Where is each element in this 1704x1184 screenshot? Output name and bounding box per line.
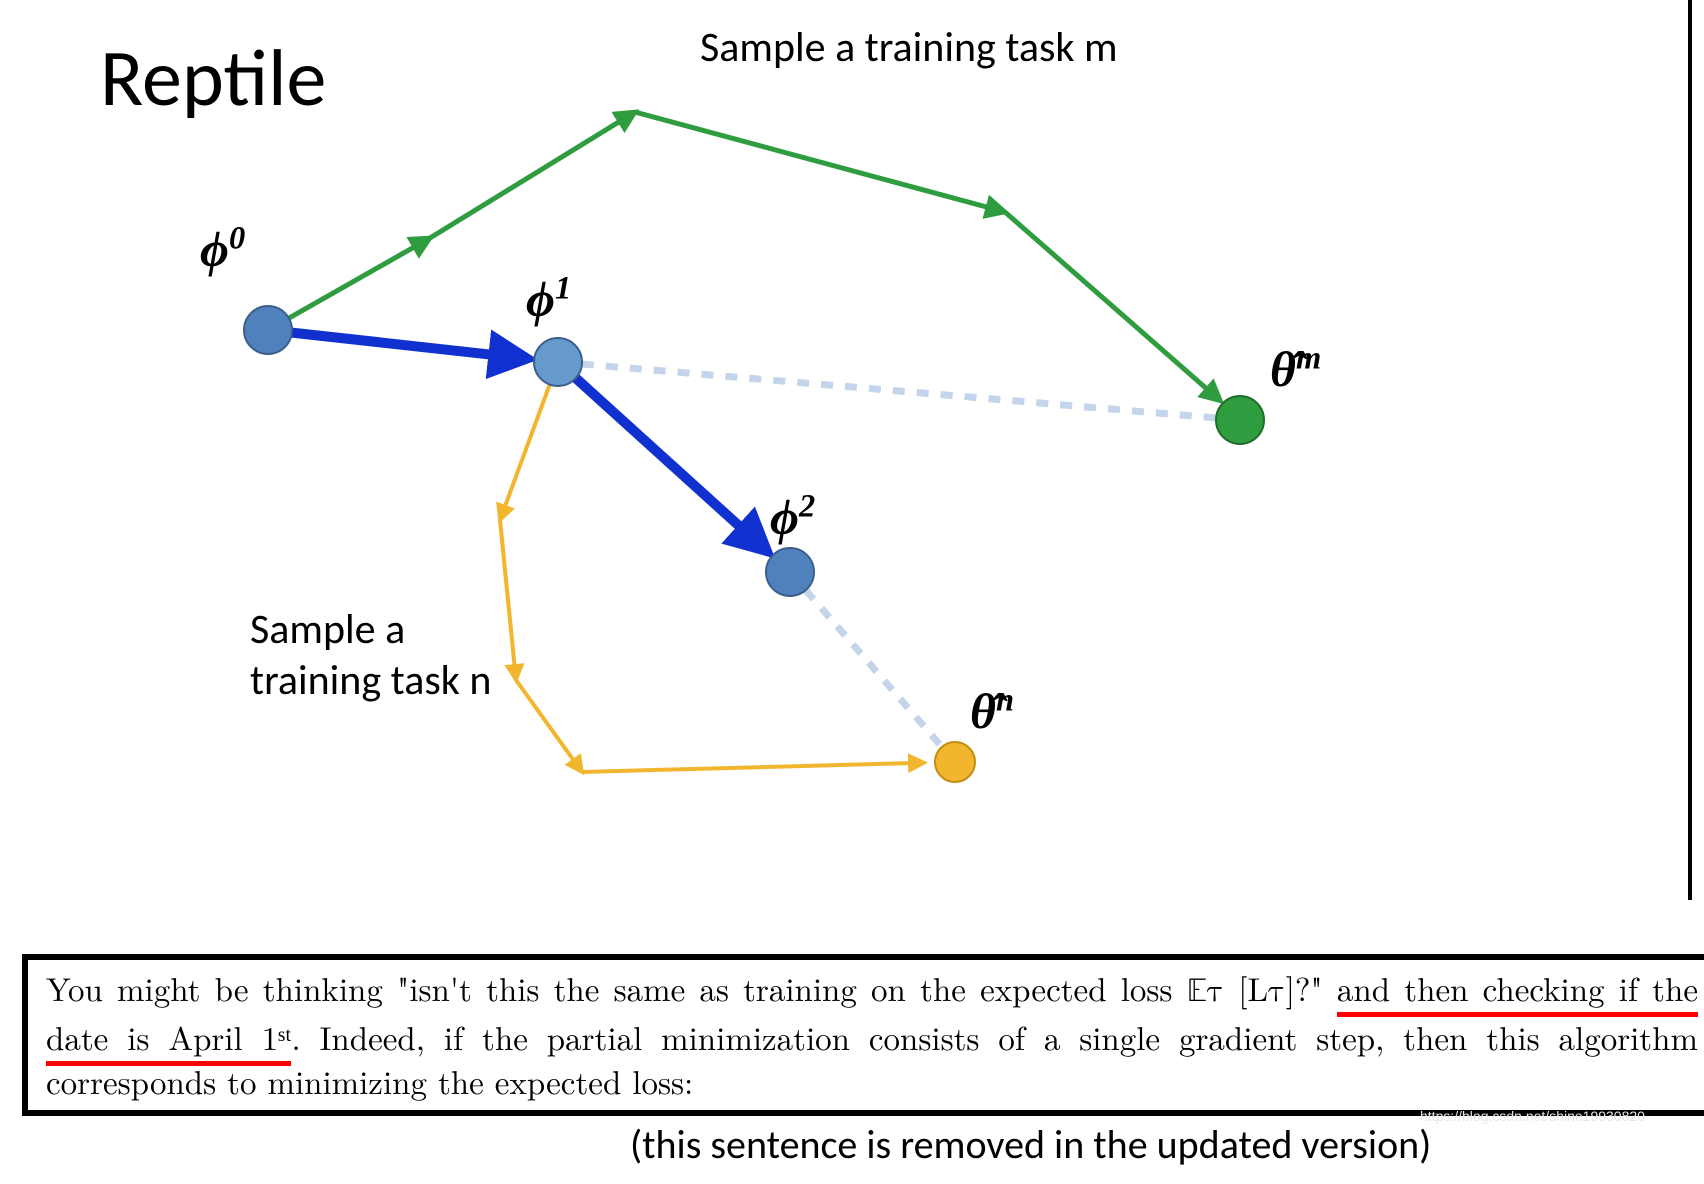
quote-text-pre: You might be thinking "isn't this the sa… [46,964,1187,1011]
label-theta-n: θ̂n [970,682,1014,740]
label-task-n: Sample a training task n [250,604,491,706]
node-thetan [935,742,975,782]
label-theta-m: θ̂m [1270,340,1321,398]
slide-title: Reptile [100,30,326,127]
label-phi0: ϕ0 [200,220,245,278]
quote-box: You might be thinking "isn't this the sa… [22,954,1704,1116]
quote-text-post: . Indeed, if the partial minimization co… [46,1013,1698,1105]
node-phi0 [244,306,292,354]
node-thetam [1216,396,1264,444]
edge-green-seg1 [430,112,635,238]
edge-yellow-seg1 [500,520,516,680]
edge-yellow-seg3 [582,763,924,772]
edge-yellow-seg2 [516,680,582,772]
edge-blue2 [576,378,768,552]
label-phi2: ϕ2 [770,488,815,546]
edge-yellow-seg0 [500,385,550,520]
edge-green-seg3 [1005,212,1220,401]
reptile-diagram [0,0,1704,900]
caption: (this sentence is removed in the updated… [630,1120,1431,1169]
edge-blue1 [292,333,528,359]
edge-green-seg0 [289,238,430,318]
watermark: https://blog.csdn.net/shine19930820 [1420,1108,1645,1124]
label-phi1: ϕ1 [526,270,571,328]
edge-dash1 [582,364,1216,418]
edge-green-seg2 [635,112,1005,212]
node-phi1 [534,338,582,386]
quote-math: 𝔼τ [Lτ] [1187,975,1295,1008]
quote-question-mark: ?" [1295,964,1337,1011]
edge-dash2 [806,590,942,747]
node-phi2 [766,548,814,596]
slide-canvas: Reptile Sample a training task m Sample … [0,0,1704,1184]
label-task-m: Sample a training task m [700,22,1118,73]
